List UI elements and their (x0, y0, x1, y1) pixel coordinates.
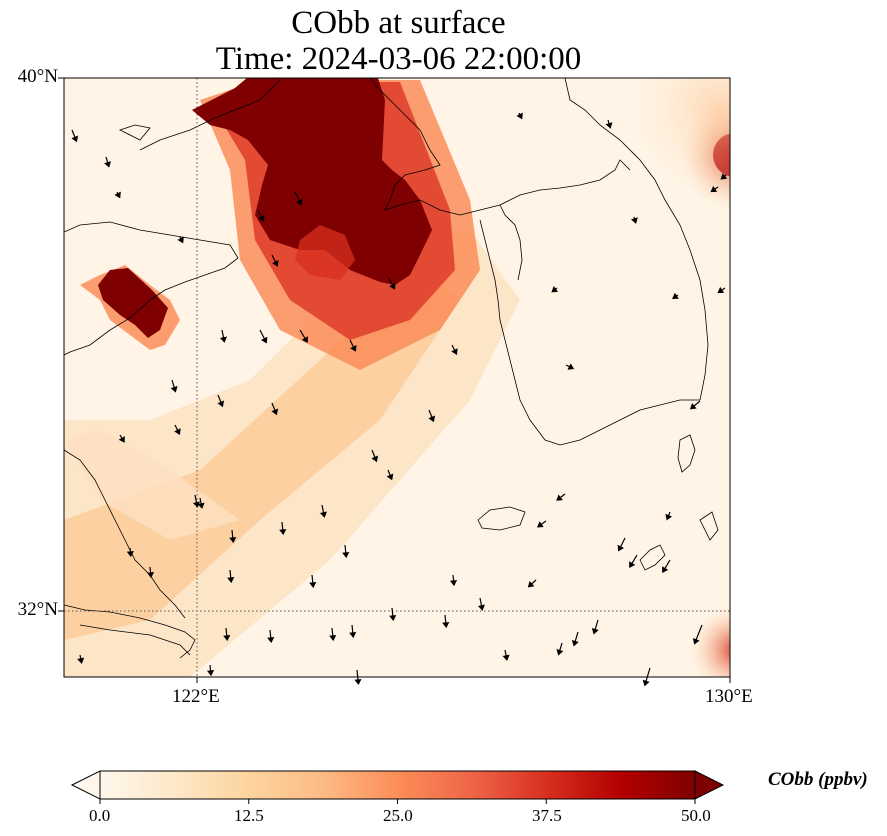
wind-arrow-head (630, 217, 638, 224)
concentration-field (64, 78, 730, 677)
wind-arrow-head (174, 428, 181, 435)
hotspot-west-core (98, 268, 168, 338)
wind-arrow-head (386, 473, 394, 481)
wind-arrow-head (689, 402, 697, 410)
wind-arrow-head (279, 529, 287, 536)
wind-arrow-head (260, 336, 268, 344)
wind-arrow-head (451, 348, 458, 355)
map-frame (63, 77, 731, 678)
wind-arrow-head (629, 561, 636, 568)
wind-arrow-head (662, 566, 669, 573)
wind-arrow-head (591, 627, 599, 635)
wind-arrow-head (672, 292, 679, 299)
wind-arrow-head (665, 513, 673, 521)
gridlines (64, 78, 730, 677)
colorbar-label: CObb (ppbv) (768, 769, 868, 790)
axis-ticks (58, 77, 731, 683)
wind-arrow-head (449, 580, 458, 587)
wind-arrow-head (567, 363, 575, 370)
colorbar (70, 770, 725, 804)
wind-arrow-head (295, 198, 303, 206)
lat-label-40n: 40°N (17, 66, 58, 87)
wind-arrow-head (170, 386, 178, 393)
plume-west (64, 430, 240, 540)
plume-core-inner (295, 225, 355, 280)
colorbar-extend-high (694, 770, 725, 800)
wind-arrow-head (692, 637, 700, 645)
wind-arrow-head (354, 678, 362, 686)
map-title-line2: Time: 2024-03-06 22:00:00 (215, 41, 582, 77)
wind-arrow-head (197, 502, 205, 509)
wind-arrow-head (536, 521, 544, 528)
wind-arrow-head (272, 260, 279, 267)
wind-arrow-head (720, 173, 728, 180)
wind-arrow-head (516, 112, 523, 120)
wind-arrow-head (104, 161, 111, 168)
lon-label-122e: 122°E (172, 686, 220, 707)
coastlines (64, 78, 719, 659)
wind-arrow-head (617, 544, 625, 552)
wind-arrow-head (556, 649, 564, 656)
wind-arrow-head (258, 215, 265, 222)
wind-arrow-head (114, 191, 121, 199)
wind-arrow-head (442, 622, 450, 629)
wind-arrow-head (126, 551, 134, 558)
wind-arrow-head (146, 572, 155, 579)
wind-arrow-head (349, 632, 357, 639)
wind-arrow-head (219, 336, 227, 343)
map-title-line1: CObb at surface (291, 5, 506, 41)
lat-label-32n: 32°N (17, 599, 58, 620)
wind-arrow-head (342, 552, 350, 559)
wind-arrow-head (229, 537, 237, 544)
wind-arrow-head (502, 654, 510, 661)
wind-arrow-head (309, 582, 317, 589)
plume-core (192, 78, 432, 285)
colorbar-tick-3: 37.5 (532, 806, 562, 825)
wind-arrow-head (319, 511, 327, 518)
wind-arrow-head (717, 286, 725, 294)
colorbar-tick-1: 12.5 (234, 806, 264, 825)
wind-arrow-head (605, 122, 613, 129)
wind-arrow-head (206, 670, 215, 677)
wind-arrow-head (71, 135, 79, 143)
wind-arrow-head (177, 236, 184, 244)
wind-arrow-head (227, 577, 235, 584)
wind-arrow-head (428, 415, 436, 423)
wind-arrow-head (301, 336, 308, 343)
wind-arrow-head (571, 639, 579, 647)
wind-arrow-head (556, 494, 563, 501)
wind-arrow-head (77, 657, 85, 664)
wind-arrow-head (118, 436, 125, 443)
wind-arrow-head (477, 604, 485, 611)
wind-arrow-head (551, 286, 559, 293)
wind-arrow-head (710, 185, 718, 193)
wind-arrow-head (350, 345, 357, 352)
colorbar-extend-low (70, 770, 101, 800)
wind-arrow-head (389, 615, 397, 622)
wind-arrow-head (389, 283, 396, 290)
wind-arrow-head (271, 408, 279, 416)
hotspot-southeast (690, 605, 730, 677)
plume-northeast-soft (630, 78, 730, 200)
wind-arrow-head (217, 400, 225, 408)
wind-vectors (71, 112, 728, 687)
wind-arrow-head (267, 637, 275, 644)
wind-arrow-head (223, 635, 231, 642)
lon-label-130e: 130°E (705, 686, 753, 707)
colorbar-tick-4: 50.0 (681, 806, 711, 825)
wind-arrow-head (371, 455, 379, 463)
colorbar-gradient (99, 770, 696, 800)
colorbar-tick-2: 25.0 (383, 806, 413, 825)
wind-arrow-head (329, 635, 337, 642)
colorbar-tick-0: 0.0 (89, 806, 111, 825)
wind-arrow-head (642, 679, 650, 687)
wind-arrow-head (527, 580, 535, 588)
